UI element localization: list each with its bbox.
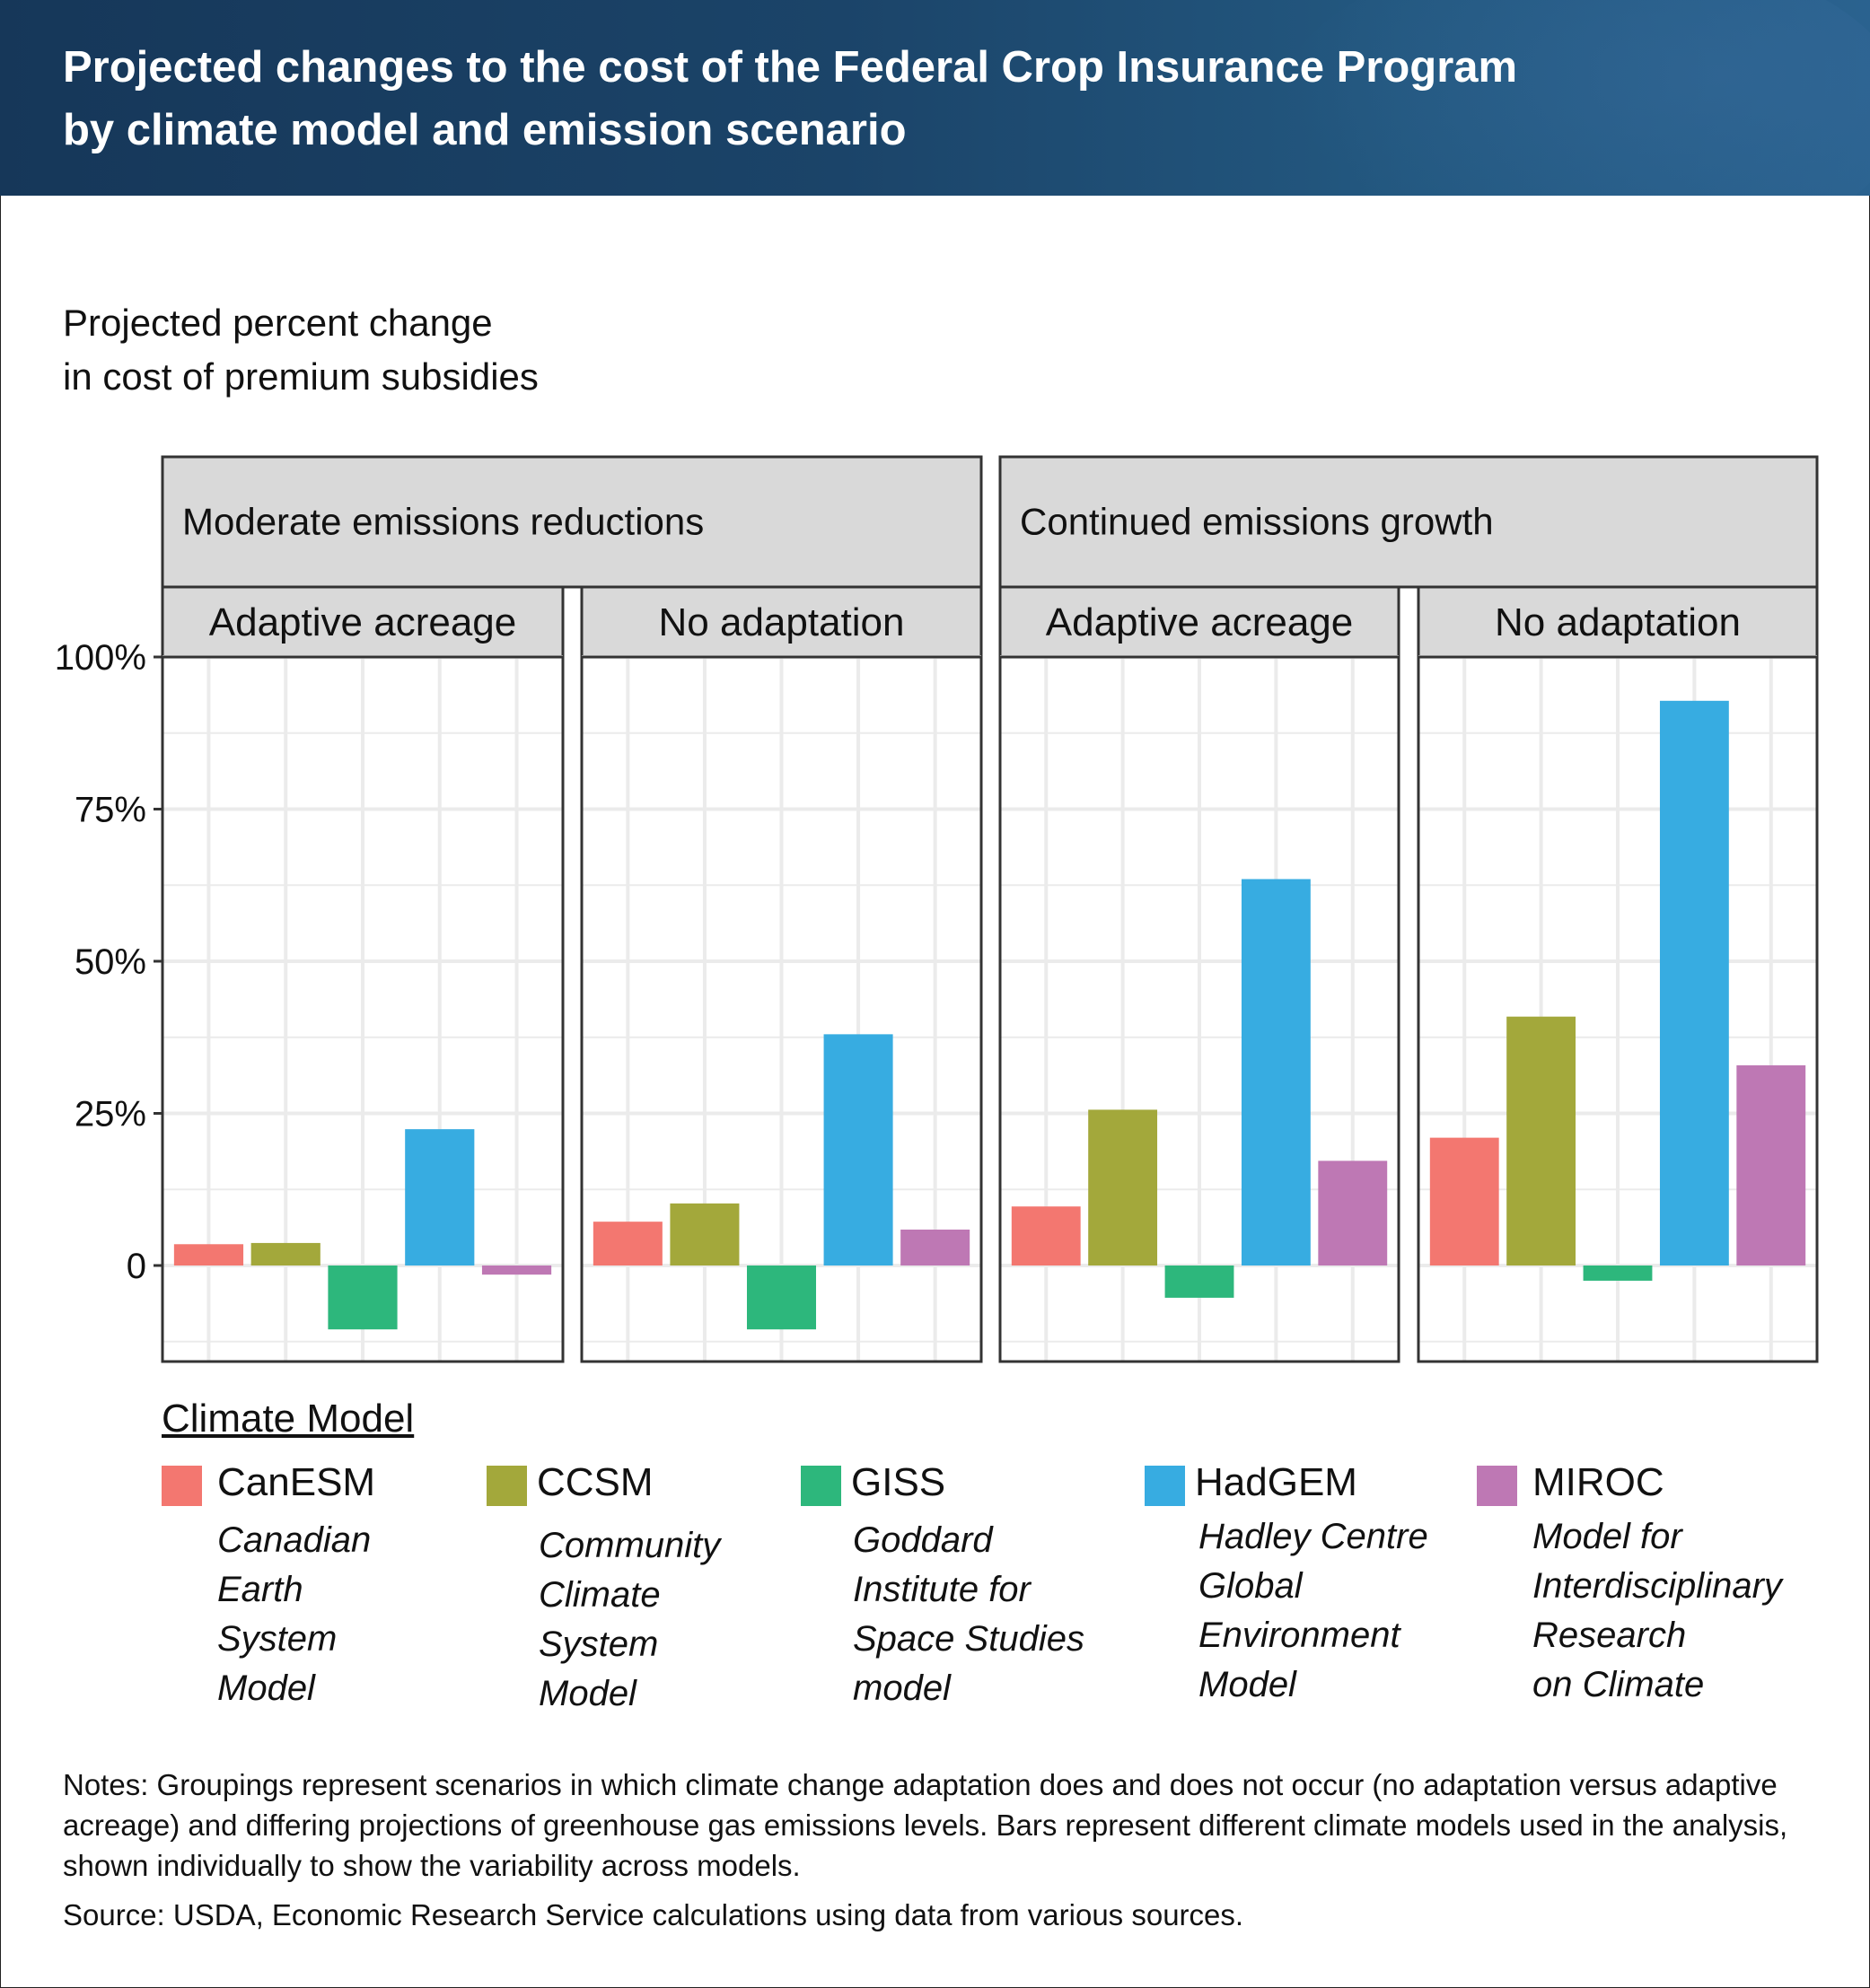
y-tick-label: 50% (75, 942, 146, 982)
bar-miroc (900, 1229, 970, 1265)
legend-full-name: Canadian Earth System Model (217, 1520, 372, 1708)
bar-giss (328, 1265, 398, 1330)
bar-giss (1164, 1265, 1234, 1298)
legend-full-name: Hadley Centre Global Environment Model (1198, 1517, 1428, 1704)
title-bar: Projected changes to the cost of the Fed… (0, 0, 1870, 196)
legend-abbr: CanESM (217, 1460, 376, 1504)
bar-hadgem (405, 1129, 475, 1265)
bar-miroc (1736, 1064, 1806, 1265)
panel-border (580, 655, 983, 1363)
bar-canesm (1429, 1137, 1499, 1265)
legend-swatch (801, 1466, 841, 1506)
chart-title: Projected changes to the cost of the Fed… (63, 36, 1517, 162)
bar-ccsm (1088, 1109, 1158, 1265)
bar-giss (1583, 1265, 1653, 1281)
bar-canesm (173, 1244, 244, 1265)
y-axis-label: Projected percent change in cost of prem… (63, 296, 539, 404)
bar-canesm (593, 1222, 663, 1265)
facet-strip-outer-label: Moderate emissions reductions (182, 501, 704, 543)
bar-giss (746, 1265, 817, 1330)
chart-source: Source: USDA, Economic Research Service … (63, 1898, 1244, 1931)
legend-abbr: GISS (851, 1460, 946, 1504)
bar-canesm (1011, 1206, 1081, 1265)
bar-ccsm (250, 1242, 320, 1265)
legend-abbr: CCSM (537, 1460, 654, 1504)
facet-strip-outer-label: Continued emissions growth (1020, 501, 1494, 543)
facet-strip-outer (161, 455, 983, 589)
panel-border (1417, 655, 1819, 1363)
facet-strip-inner (998, 585, 1400, 659)
legend-full-name: Model for Interdisciplinary Research on … (1532, 1517, 1782, 1704)
bar-miroc (481, 1265, 552, 1275)
legend-swatch (1145, 1466, 1185, 1506)
panel-border (161, 655, 565, 1363)
facet-strip-inner (1417, 585, 1819, 659)
y-tick-label: 75% (75, 791, 146, 830)
y-tick-label: 0 (127, 1247, 146, 1286)
chart-notes: Notes: Groupings represent scenarios in … (63, 1768, 1788, 1882)
bar-hadgem (1659, 700, 1729, 1265)
facet-strip-inner-label: No adaptation (659, 600, 905, 644)
legend-swatch (162, 1466, 202, 1506)
bar-miroc (1318, 1160, 1388, 1265)
bar-hadgem (1241, 879, 1311, 1265)
bar-ccsm (670, 1203, 740, 1265)
legend-title: Climate Model (162, 1397, 415, 1441)
facet-strip-inner-label: Adaptive acreage (209, 600, 516, 644)
bar-hadgem (823, 1034, 893, 1265)
title-bar-decoration (1277, 0, 1870, 196)
bar-ccsm (1506, 1016, 1576, 1265)
chart-title-line-1: Projected changes to the cost of the Fed… (63, 43, 1518, 92)
y-axis-label-line-1: Projected percent change (63, 302, 493, 344)
facet-strip-inner-label: Adaptive acreage (1046, 600, 1353, 644)
legend-full-name: Community Climate System Model (539, 1526, 721, 1713)
faceted-bar-chart: Moderate emissions reductions Continued e… (55, 455, 1819, 1363)
legend-swatch (1477, 1466, 1517, 1506)
y-axis-label-line-2: in cost of premium subsidies (63, 355, 539, 398)
legend-full-name: Goddard Institute for Space Studies mode… (853, 1520, 1084, 1708)
facet-strip-inner (161, 585, 565, 659)
legend-swatch (487, 1466, 527, 1506)
legend-abbr: MIROC (1532, 1460, 1664, 1504)
y-tick-label: 100% (55, 638, 146, 678)
facet-strip-inner-label: No adaptation (1495, 600, 1741, 644)
facet-strip-outer (998, 455, 1819, 589)
panel-border (998, 655, 1400, 1363)
y-tick-label: 25% (75, 1095, 146, 1134)
chart-title-line-2: by climate model and emission scenario (63, 106, 907, 154)
legend-abbr: HadGEM (1195, 1460, 1357, 1504)
